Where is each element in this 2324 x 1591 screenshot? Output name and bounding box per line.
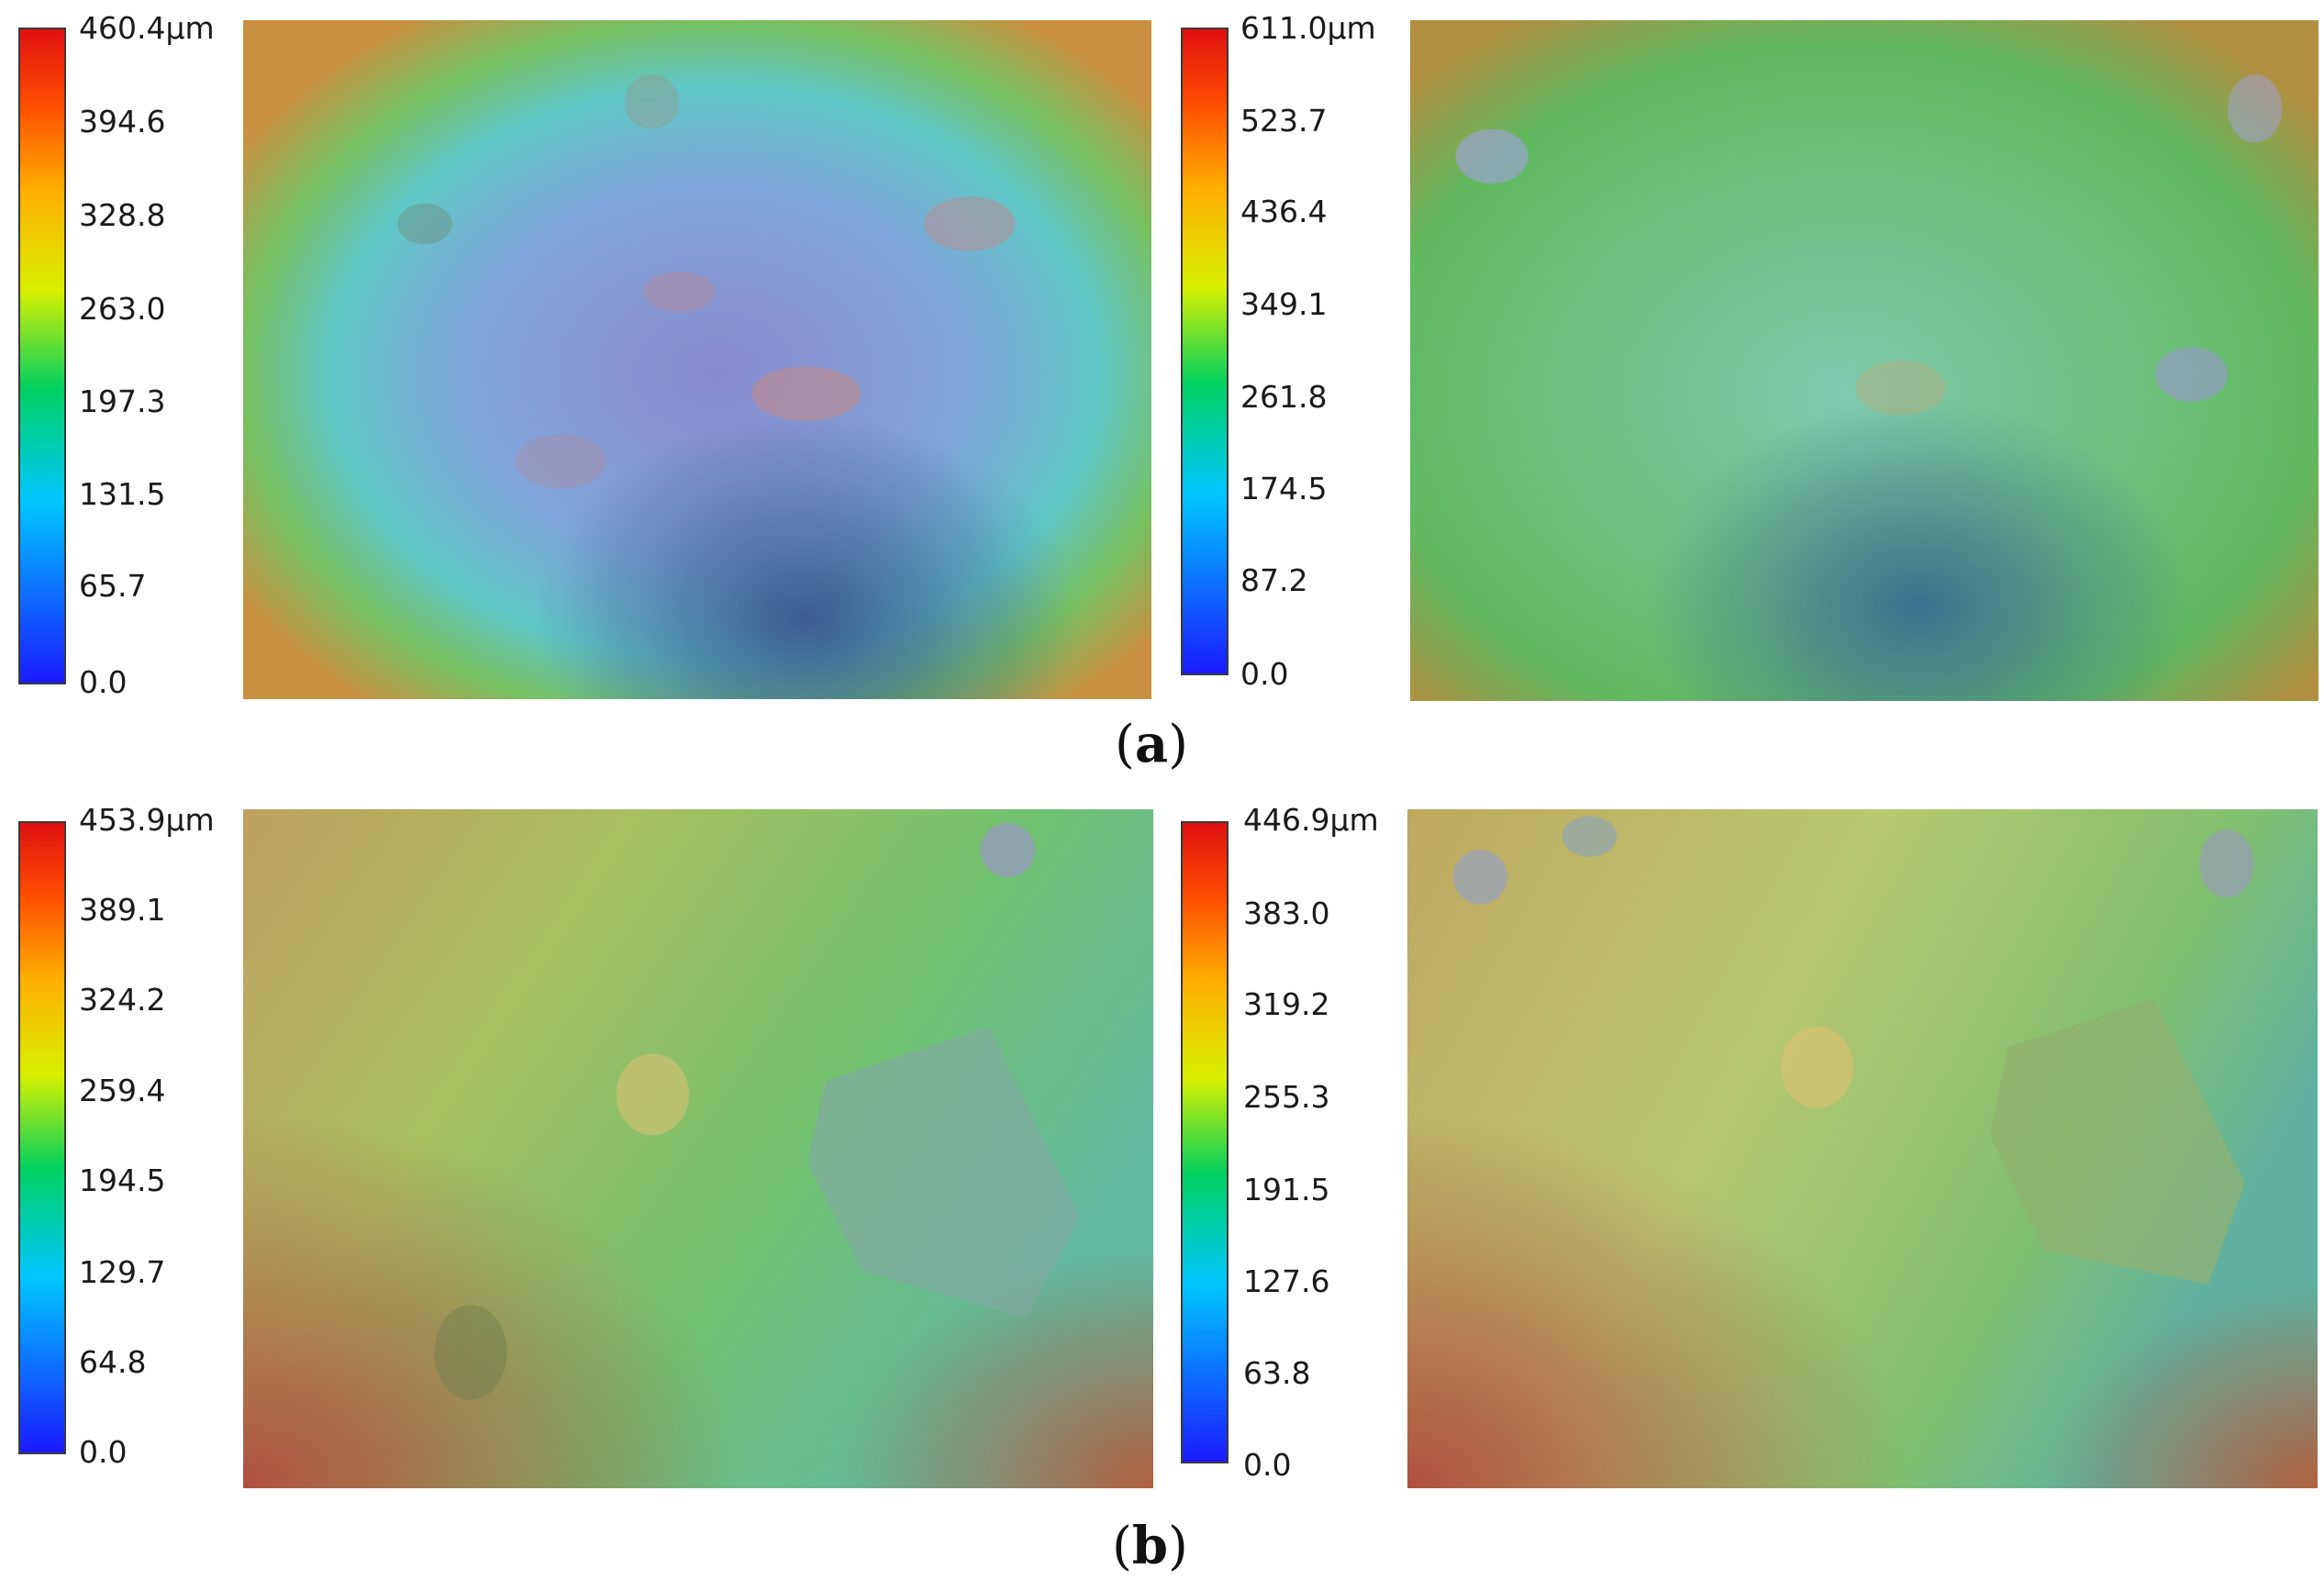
scale-tick: 87.2 — [1240, 562, 1308, 598]
caption-letter: b — [1131, 1516, 1169, 1576]
scale-tick: 453.9µm — [79, 802, 215, 838]
height-map-image — [1410, 20, 2318, 701]
colorbar — [18, 821, 66, 1454]
colorbar — [1181, 28, 1229, 675]
scale-tick: 436.4 — [1240, 194, 1328, 229]
scale-tick: 197.3 — [79, 384, 166, 419]
scale-tick: 65.7 — [79, 568, 147, 604]
scale-tick: 174.5 — [1240, 471, 1328, 506]
scale-tick: 611.0µm — [1240, 10, 1376, 46]
scale-tick: 259.4 — [79, 1073, 166, 1108]
caption-a: (a) — [1115, 714, 1189, 774]
scale-tick: 64.8 — [79, 1344, 147, 1380]
scale-tick: 261.8 — [1240, 379, 1328, 415]
scale-tick: 389.1 — [79, 892, 166, 928]
scale-tick: 446.9µm — [1243, 802, 1379, 838]
scale-tick: 194.5 — [79, 1163, 166, 1198]
scale-tick: 523.7 — [1240, 103, 1328, 139]
scale-tick: 127.6 — [1243, 1263, 1330, 1299]
scale-tick: 324.2 — [79, 982, 166, 1018]
scale-tick: 349.1 — [1240, 286, 1328, 322]
scale-tick: 0.0 — [1240, 656, 1289, 692]
scale-tick: 0.0 — [1243, 1447, 1292, 1483]
height-map-image — [1407, 809, 2318, 1488]
scale-tick: 0.0 — [79, 664, 128, 700]
height-map-image — [243, 809, 1153, 1488]
scale-tick: 63.8 — [1243, 1355, 1311, 1391]
scale-tick: 263.0 — [79, 291, 166, 327]
scale-tick: 131.5 — [79, 476, 166, 512]
scale-tick: 129.7 — [79, 1254, 166, 1290]
caption-b: (b) — [1112, 1516, 1188, 1576]
scale-tick: 0.0 — [79, 1434, 128, 1470]
scale-tick: 319.2 — [1243, 986, 1330, 1022]
colorbar — [1181, 821, 1229, 1463]
scale-tick: 255.3 — [1243, 1079, 1330, 1115]
caption-letter: a — [1134, 714, 1169, 774]
scale-tick: 383.0 — [1243, 896, 1330, 931]
colorbar — [18, 28, 66, 684]
scale-tick: 460.4µm — [79, 10, 215, 46]
height-map-image — [243, 20, 1151, 699]
scale-tick: 328.8 — [79, 197, 166, 233]
scale-tick: 394.6 — [79, 104, 166, 139]
scale-tick: 191.5 — [1243, 1172, 1330, 1207]
